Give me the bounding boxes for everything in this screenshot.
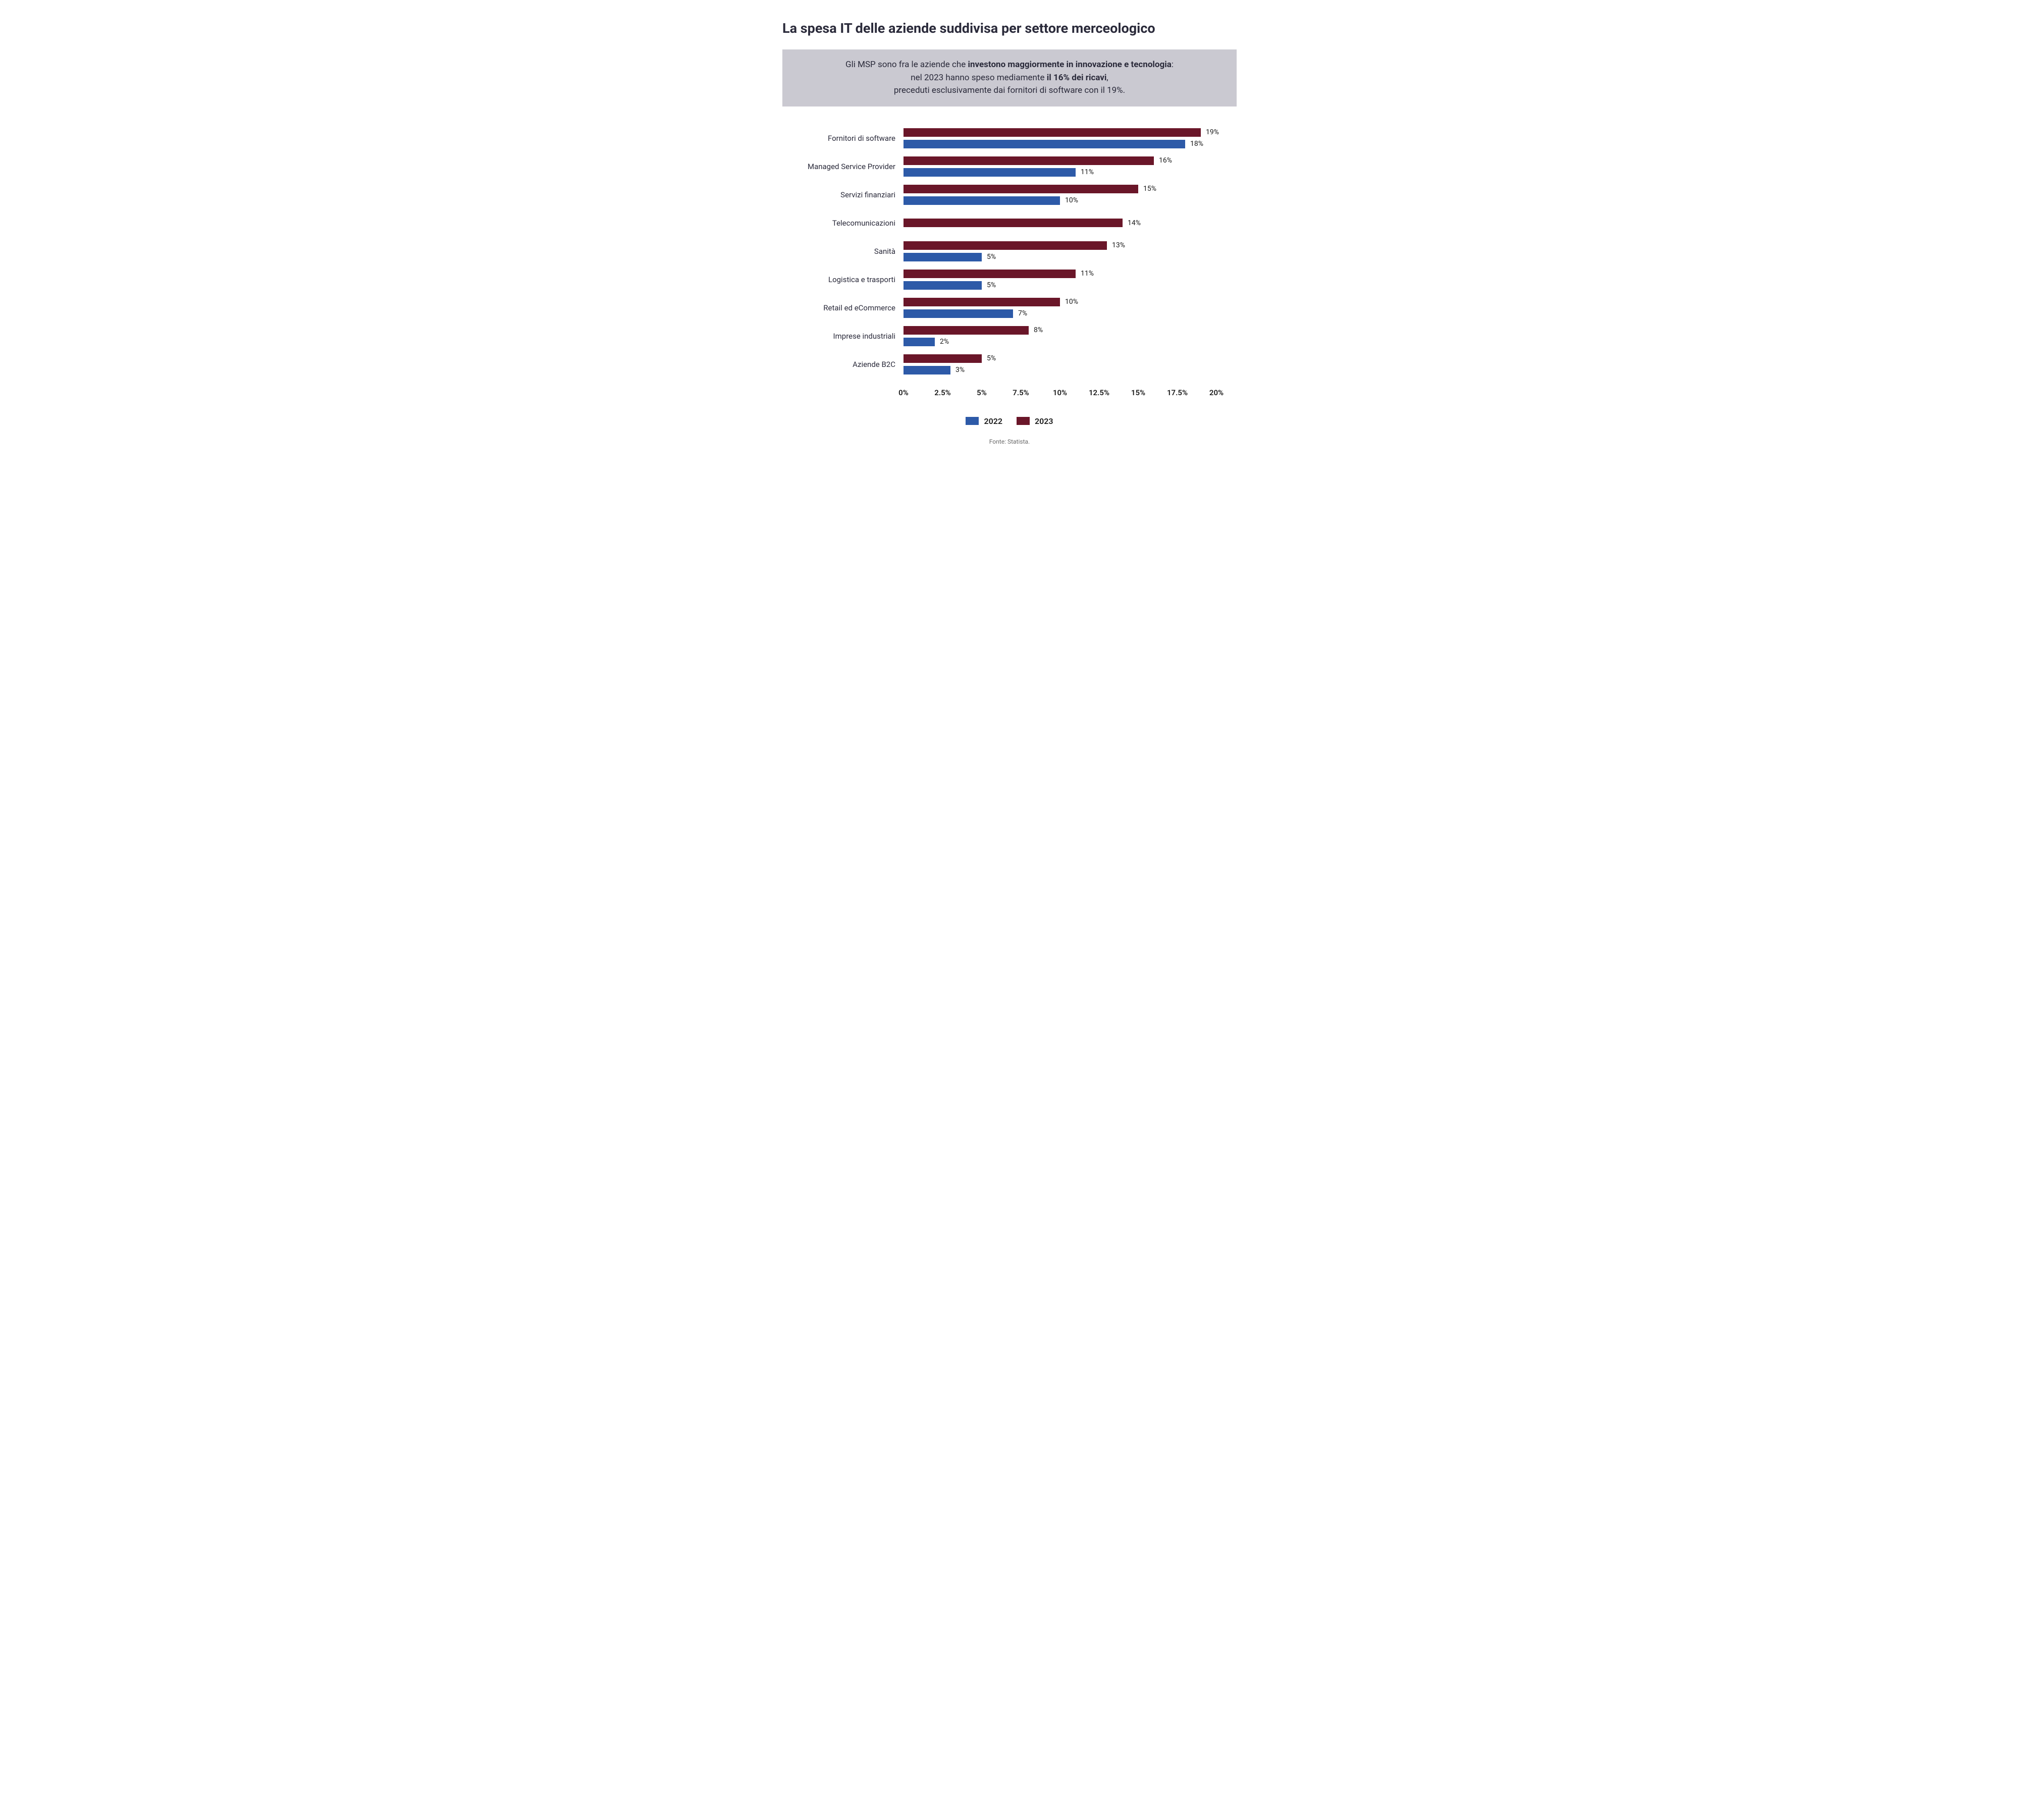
chart-bar-value: 5% [982, 354, 996, 362]
chart-bar-value: 11% [1076, 168, 1094, 176]
chart-bar: 18% [904, 140, 1185, 148]
chart-x-tick: 20% [1209, 388, 1224, 397]
chart-bar-value: 14% [1123, 219, 1141, 227]
chart-category-group: Fornitori di software19%18% [904, 126, 1216, 151]
chart-bar-value: 2% [935, 338, 949, 346]
chart-category-group: Sanità13%5% [904, 239, 1216, 264]
note-line2-pre: nel 2023 hanno speso mediamente [911, 73, 1047, 83]
chart-bar-value: 5% [982, 253, 996, 261]
chart-plot: Fornitori di software19%18%Managed Servi… [904, 126, 1216, 408]
chart-category-label: Logistica e trasporti [787, 275, 904, 284]
note-line1-pre: Gli MSP sono fra le aziende che [845, 60, 968, 70]
chart-bar: 5% [904, 253, 982, 261]
chart-bar: 19% [904, 128, 1201, 137]
chart-bar: 5% [904, 281, 982, 290]
note-line1-bold: investono maggiormente in innovazione e … [968, 60, 1171, 70]
chart-bar: 11% [904, 270, 1076, 278]
chart-bar-value: 5% [982, 281, 996, 289]
chart-bar: 10% [904, 196, 1060, 205]
chart-source: Fonte: Statista. [782, 438, 1237, 445]
chart-title: La spesa IT delle aziende suddivisa per … [782, 20, 1237, 36]
chart-x-tick: 12.5% [1089, 388, 1109, 397]
chart-x-tick: 10% [1053, 388, 1067, 397]
chart-note: Gli MSP sono fra le aziende che investon… [782, 49, 1237, 106]
chart-bar-value: 16% [1154, 156, 1172, 165]
legend-swatch [966, 417, 979, 425]
chart-category-label: Fornitori di software [787, 134, 904, 143]
note-line2-bold: il 16% dei ricavi [1047, 73, 1107, 83]
chart-category-label: Sanità [787, 247, 904, 256]
chart-bar-value: 11% [1076, 270, 1094, 278]
legend-label: 2022 [984, 416, 1002, 426]
note-line2-post: , [1106, 73, 1108, 83]
legend-label: 2023 [1035, 416, 1053, 426]
chart-category-label: Telecomunicazioni [787, 219, 904, 228]
chart-x-tick: 0% [898, 388, 909, 397]
chart-x-tick: 5% [977, 388, 987, 397]
note-line3: preceduti esclusivamente dai fornitori d… [894, 85, 1125, 95]
chart-x-tick: 7.5% [1013, 388, 1029, 397]
chart-bar: 8% [904, 326, 1029, 335]
chart-category-group: Imprese industriali8%2% [904, 324, 1216, 349]
chart-bar: 10% [904, 298, 1060, 306]
chart-bar-value: 13% [1107, 241, 1125, 249]
chart-bar: 15% [904, 185, 1138, 193]
chart-category-label: Managed Service Provider [787, 162, 904, 171]
chart-bar-value: 15% [1138, 185, 1156, 193]
chart-bar: 14% [904, 219, 1123, 227]
chart-bars-container: Fornitori di software19%18%Managed Servi… [904, 126, 1216, 383]
chart-x-tick: 17.5% [1167, 388, 1188, 397]
chart-bar-value: 19% [1201, 128, 1219, 136]
legend-item: 2023 [1017, 416, 1053, 426]
chart-category-group: Aziende B2C5%3% [904, 352, 1216, 377]
chart-x-tick: 2.5% [934, 388, 950, 397]
chart-bar-value: 10% [1060, 298, 1078, 306]
chart-legend: 2022 2023 [782, 416, 1237, 427]
chart-bar: 11% [904, 168, 1076, 177]
chart-x-tick: 15% [1131, 388, 1145, 397]
chart-bar-value: 3% [950, 366, 965, 374]
chart-x-axis: 0%2.5%5%7.5%10%12.5%15%17.5%20% [904, 383, 1216, 408]
chart-page: La spesa IT delle aziende suddivisa per … [757, 0, 1262, 460]
chart-bar-value: 8% [1029, 326, 1043, 334]
chart-bar: 2% [904, 338, 935, 346]
chart-bar: 16% [904, 156, 1154, 165]
chart-bar: 7% [904, 309, 1013, 318]
chart-category-label: Servizi finanziari [787, 190, 904, 199]
chart-category-group: Telecomunicazioni14% [904, 210, 1216, 236]
chart-bar: 13% [904, 241, 1107, 250]
chart-category-label: Aziende B2C [787, 360, 904, 369]
chart-bar-value: 10% [1060, 196, 1078, 204]
legend-item: 2022 [966, 416, 1002, 426]
chart-bar-value: 7% [1013, 309, 1027, 317]
chart-category-group: Servizi finanziari15%10% [904, 182, 1216, 207]
chart-category-group: Managed Service Provider16%11% [904, 154, 1216, 179]
chart-bar: 5% [904, 354, 982, 363]
chart-category-group: Logistica e trasporti11%5% [904, 267, 1216, 292]
note-line1-post: : [1172, 60, 1174, 70]
legend-swatch [1017, 417, 1030, 425]
chart-category-group: Retail ed eCommerce10%7% [904, 295, 1216, 320]
chart-category-label: Imprese industriali [787, 332, 904, 341]
chart-area: Fornitori di software19%18%Managed Servi… [782, 126, 1237, 408]
chart-category-label: Retail ed eCommerce [787, 303, 904, 312]
chart-bar: 3% [904, 366, 950, 374]
chart-bar-value: 18% [1185, 140, 1203, 148]
